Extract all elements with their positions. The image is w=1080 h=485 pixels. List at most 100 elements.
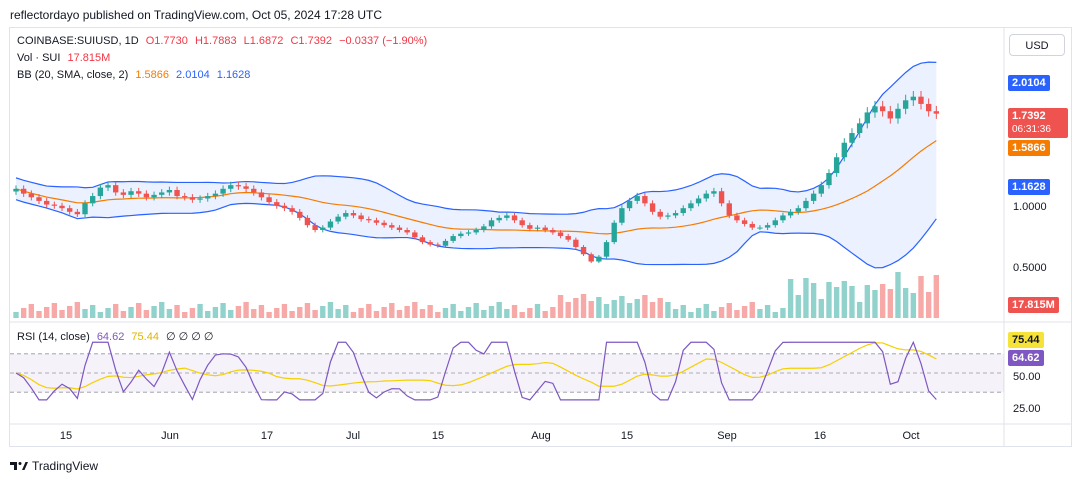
- volume-label[interactable]: Vol · SUI: [17, 52, 61, 64]
- volume-bar: [97, 312, 104, 318]
- candle-body: [366, 219, 372, 221]
- bb-lower-tag: 1.1628: [1008, 179, 1050, 195]
- candle-body: [611, 222, 617, 243]
- candle-body: [550, 230, 556, 233]
- candle-body: [304, 217, 311, 226]
- candle-body: [726, 203, 732, 216]
- candle-body: [320, 227, 326, 230]
- candle-body: [389, 225, 395, 228]
- candle-body: [849, 133, 855, 143]
- volume-bar: [488, 306, 495, 318]
- volume-bar: [680, 305, 686, 318]
- volume-bar: [787, 279, 794, 318]
- candle-body: [588, 254, 594, 262]
- volume-bar: [918, 276, 924, 318]
- volume-bar: [634, 299, 640, 318]
- candle-body: [251, 188, 257, 193]
- volume-bar: [565, 302, 571, 318]
- volume-bar: [189, 308, 196, 318]
- candle-body: [741, 220, 748, 224]
- rsi-legend: RSI (14, close) 64.62 75.44 ∅ ∅ ∅ ∅: [17, 330, 218, 343]
- candle-body: [818, 185, 824, 194]
- volume-bar: [197, 304, 203, 318]
- volume-bar: [274, 308, 280, 318]
- volume-bar: [412, 302, 418, 318]
- candle-body: [442, 240, 449, 246]
- candle-body: [634, 196, 640, 201]
- low-value: L1.6872: [243, 35, 284, 47]
- bb-label[interactable]: BB (20, SMA, close, 2): [17, 69, 129, 81]
- bb-basis-tag: 1.5866: [1008, 140, 1050, 156]
- candle-body: [67, 208, 73, 212]
- volume-bar: [511, 305, 518, 318]
- volume-bar: [749, 302, 755, 318]
- candle-body: [504, 215, 510, 218]
- close-value: C1.7392: [290, 35, 333, 47]
- volume-bar: [672, 309, 679, 318]
- candle-body: [902, 100, 909, 109]
- volume-bar: [212, 307, 219, 318]
- candle-body: [511, 215, 518, 221]
- volume-bar: [166, 309, 173, 318]
- candle-body: [496, 217, 502, 221]
- volume-bar: [36, 311, 42, 318]
- candle-body: [197, 198, 203, 200]
- candle-body: [297, 211, 303, 218]
- volume-bar: [780, 308, 786, 318]
- volume-bar: [297, 307, 303, 318]
- symbol-label[interactable]: COINBASE:SUIUSD, 1D: [17, 35, 139, 47]
- candle-body: [864, 112, 870, 124]
- tradingview-footer[interactable]: TradingView: [10, 459, 98, 473]
- volume-bar: [879, 284, 886, 318]
- candle-body: [358, 215, 364, 220]
- candle-body: [419, 237, 426, 243]
- volume-bar: [527, 308, 533, 318]
- volume-bar: [726, 303, 732, 318]
- volume-bar: [734, 310, 740, 318]
- volume-bar: [458, 311, 464, 318]
- volume-bar: [619, 296, 625, 318]
- volume-bar: [588, 301, 594, 318]
- volume-bar: [772, 312, 778, 318]
- candle-body: [274, 202, 280, 206]
- candle-body: [910, 96, 917, 101]
- rsi-label[interactable]: RSI (14, close): [17, 331, 90, 343]
- time-label: 15: [431, 430, 445, 442]
- candle-body: [573, 239, 579, 247]
- currency-button[interactable]: USD: [1009, 34, 1065, 56]
- candle-body: [749, 223, 755, 228]
- candle-body: [542, 227, 548, 230]
- time-label: Sep: [717, 430, 737, 442]
- volume-bar: [243, 302, 249, 318]
- volume-bar: [442, 308, 449, 318]
- volume-bar: [711, 311, 717, 318]
- candle-body: [13, 188, 19, 192]
- candle-body: [20, 188, 27, 194]
- volume-bar: [404, 306, 410, 318]
- volume-bar: [13, 312, 19, 318]
- volume-bar: [703, 304, 709, 318]
- candle-body: [803, 200, 809, 209]
- volume-bar: [28, 304, 35, 318]
- candle-body: [373, 220, 380, 223]
- volume-bar: [542, 311, 548, 318]
- bb-upper-tag: 2.0104: [1008, 75, 1050, 91]
- tradingview-logo-icon: [10, 462, 28, 470]
- volume-bar: [826, 282, 832, 318]
- candle-body: [826, 173, 832, 186]
- candle-body: [266, 197, 272, 203]
- candle-body: [258, 192, 265, 198]
- volume-bar: [856, 302, 863, 318]
- candle-body: [519, 220, 525, 226]
- volume-bar: [113, 304, 119, 318]
- candle-body: [435, 244, 441, 246]
- rsi-label-50: 50.00: [1013, 371, 1041, 383]
- volume-bar: [795, 295, 801, 318]
- volume-bar: [220, 303, 226, 318]
- volume-bar: [435, 312, 441, 318]
- time-label: 15: [59, 430, 73, 442]
- candle-body: [872, 106, 878, 113]
- volume-bar: [281, 304, 288, 318]
- volume-bar: [289, 311, 295, 318]
